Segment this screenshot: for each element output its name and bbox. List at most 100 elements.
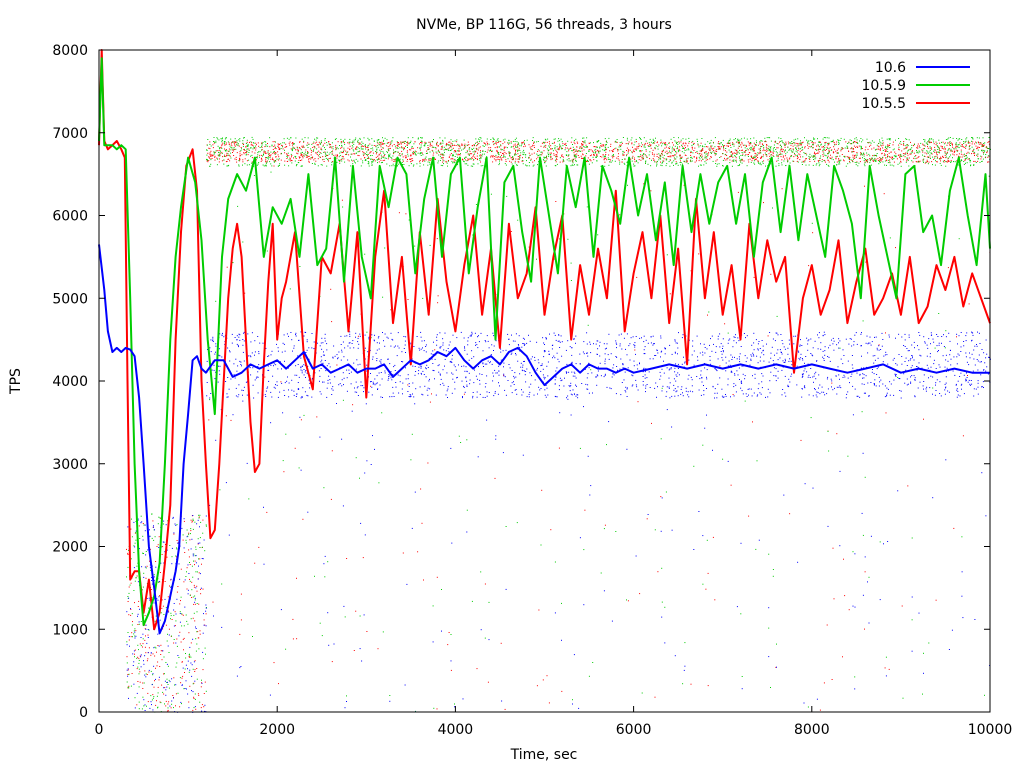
scatter-dot [489,150,491,152]
scatter-dot [203,706,205,708]
scatter-dot [643,146,645,148]
scatter-dot [352,149,354,151]
scatter-dot [878,161,880,162]
scatter-dot [624,163,626,165]
scatter-dot [134,635,136,637]
scatter-dot [127,552,129,554]
scatter-dot [794,152,795,154]
scatter-dot [127,601,129,602]
scatter-dot [486,138,488,140]
scatter-dot [294,147,296,149]
scatter-dot [596,153,598,155]
scatter-dot [644,142,646,144]
scatter-dot [600,145,602,147]
scatter-dot [495,159,497,161]
scatter-dot [982,137,984,139]
scatter-dot [645,140,647,142]
scatter-dot [463,139,465,141]
scatter-dot [532,144,534,146]
scatter-dot [269,137,271,139]
scatter-dot [573,140,575,141]
scatter-dot [158,516,160,518]
scatter-dot [521,141,523,143]
scatter-dot [673,164,674,166]
scatter-dot [214,155,216,157]
scatter-dot [193,560,194,562]
scatter-dot [386,139,388,141]
scatter-dot [901,155,902,157]
scatter-dot [745,144,747,146]
scatter-dot [228,164,230,166]
scatter-dot [216,137,218,139]
scatter-dot [247,145,248,147]
scatter-dot [938,313,940,314]
scatter-dot [636,148,638,150]
scatter-dot [147,658,149,660]
scatter-dot [710,156,712,158]
scatter-dot [336,364,338,366]
scatter-dot [813,156,815,158]
scatter-dot [297,153,299,155]
scatter-dot [802,141,804,143]
scatter-dot [196,603,198,604]
scatter-dot [189,562,190,563]
scatter-dot [810,146,812,148]
scatter-dot [905,145,907,147]
scatter-dot [565,154,567,156]
scatter-dot [278,159,279,161]
scatter-dot [301,138,303,140]
scatter-dot [920,142,922,144]
scatter-dot [300,154,302,156]
scatter-dot [522,151,524,153]
scatter-dot [183,688,185,690]
scatter-dot [979,142,981,143]
scatter-dot [832,547,834,549]
scatter-dot [590,369,592,371]
scatter-dot [213,137,215,138]
scatter-dot [745,150,746,152]
scatter-dot [366,157,368,159]
scatter-dot [307,153,308,155]
scatter-dot [265,165,267,167]
scatter-dot [939,152,940,154]
scatter-dot [775,141,777,143]
scatter-dot [141,708,143,710]
scatter-dot [412,153,414,155]
scatter-dot [617,158,619,160]
scatter-dot [923,161,924,163]
scatter-dot [898,146,900,148]
scatter-dot [541,151,543,153]
scatter-dot [690,154,692,156]
scatter-dot [322,159,324,161]
scatter-dot [800,148,802,150]
scatter-dot [722,458,724,460]
scatter-dot [319,143,321,144]
scatter-dot [616,139,618,140]
scatter-dot [128,687,130,689]
scatter-dot [551,142,553,144]
scatter-dot [690,156,692,158]
scatter-dot [765,146,767,148]
scatter-dot [440,157,442,159]
scatter-dot [679,146,681,148]
scatter-dot [802,156,804,158]
scatter-dot [905,147,907,149]
scatter-dot [621,141,623,143]
scatter-dot [403,164,405,165]
scatter-dot [682,147,684,149]
scatter-dot [520,154,522,156]
scatter-dot [351,159,352,161]
scatter-dot [495,140,497,142]
scatter-dot [946,144,948,146]
scatter-dot [662,156,664,158]
scatter-dot [298,156,300,158]
scatter-dot [419,152,421,154]
scatter-dot [911,151,913,153]
scatter-dot [207,139,209,140]
scatter-dot [638,156,640,158]
scatter-dot [765,154,767,156]
scatter-dot [988,137,990,138]
scatter-dot [391,140,393,142]
scatter-dot [904,333,906,335]
scatter-dot [217,138,219,140]
